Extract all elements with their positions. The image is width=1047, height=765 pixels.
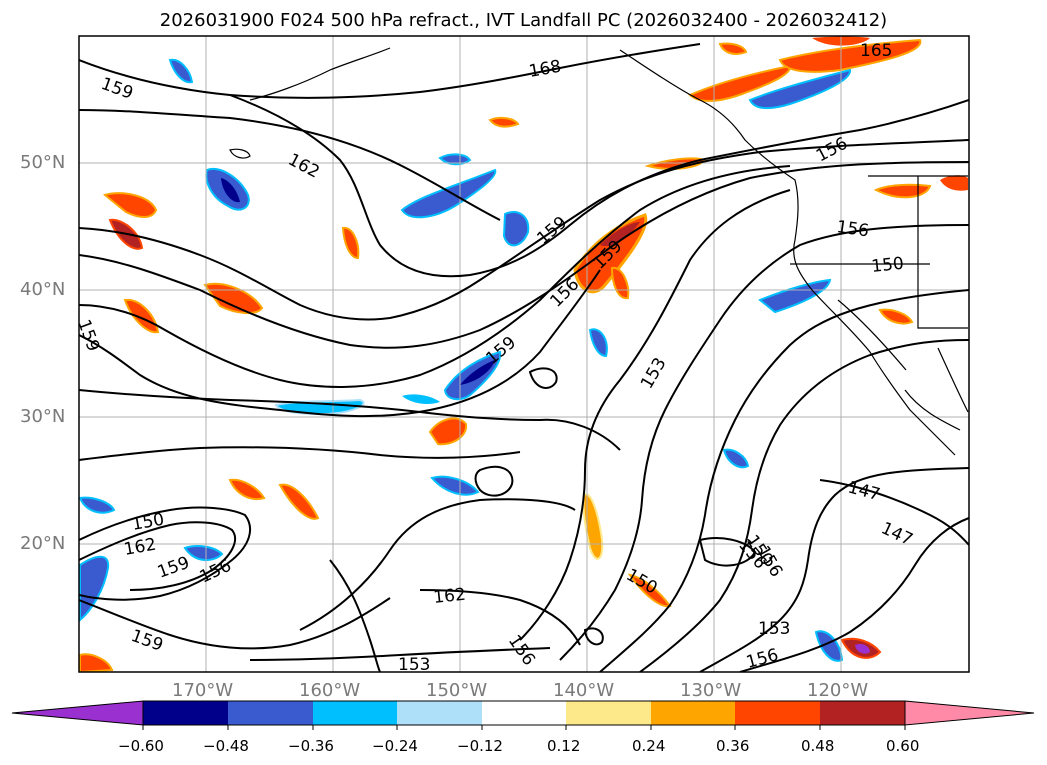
shading-blob: [488, 116, 520, 128]
colorbar-extend-right: [904, 700, 1035, 726]
colorbar-tick-label: 0.36: [716, 737, 750, 755]
shading-blob: [228, 478, 266, 500]
shading-blob: [610, 266, 630, 300]
colorbar-tick-label: −0.48: [203, 737, 249, 755]
contour-label: 150: [870, 254, 904, 277]
shading-blob: [102, 192, 158, 218]
colorbar-segment: [313, 701, 397, 725]
lon-label-130w: 130°W: [680, 680, 742, 701]
shading-blob: [79, 496, 116, 514]
lon-label-140w: 140°W: [553, 680, 615, 701]
colorbar-tick-label: 0.48: [801, 737, 835, 755]
contour-label: 156: [835, 217, 870, 241]
shading-blob: [400, 168, 497, 219]
colorbar-segment: [651, 701, 735, 725]
lat-label-50n: 50°N: [20, 152, 66, 173]
shading-blob: [428, 417, 468, 446]
shading-blob: [758, 278, 832, 314]
shading-blob: [688, 64, 791, 102]
shading-blob: [582, 493, 604, 560]
map-title: 2026031900 F024 500 hPa refract., IVT La…: [159, 10, 888, 31]
shading-blob: [221, 178, 240, 203]
shading-blob: [402, 394, 440, 404]
shading-blob: [722, 448, 750, 469]
colorbar-tick-label: −0.12: [457, 737, 503, 755]
shading-blob: [502, 211, 530, 247]
colorbar-segment: [143, 701, 228, 725]
shading-blob: [79, 653, 114, 672]
shading-blob: [778, 38, 922, 73]
shading-blob: [873, 183, 932, 199]
map-frame: [78, 35, 970, 673]
shading-blob: [878, 308, 914, 325]
colorbar: [11, 700, 1035, 730]
colorbar-segment: [228, 701, 313, 725]
shading-blob: [600, 222, 640, 247]
shading-blob: [718, 42, 748, 55]
colorbar-tick-label: −0.24: [372, 737, 418, 755]
colorbar-segment: [820, 701, 905, 725]
colorbar-tick-label: −0.60: [118, 737, 164, 755]
lat-label-20n: 20°N: [20, 533, 66, 554]
map-background: [79, 36, 969, 672]
contour-lines: [79, 43, 969, 672]
colorbar-segment: [566, 701, 651, 725]
colorbar-segment: [482, 701, 566, 725]
colorbar-extend-left: [11, 700, 144, 726]
shading-blob: [940, 175, 968, 191]
lat-label-30n: 30°N: [20, 406, 66, 427]
shading-blob: [203, 282, 264, 314]
contour-label: 165: [860, 41, 892, 61]
shading-blob: [183, 545, 224, 561]
contour-label: 153: [758, 619, 790, 639]
shading-blob: [168, 58, 194, 84]
colorbar-segment: [735, 701, 820, 725]
colorbar-segment: [397, 701, 482, 725]
lon-label-120w: 120°W: [807, 680, 869, 701]
colorbar-tick-label: 0.24: [632, 737, 666, 755]
contour-label: 162: [432, 585, 466, 608]
shading-blob: [855, 643, 870, 654]
lon-label-160w: 160°W: [299, 680, 361, 701]
shading-blob: [814, 630, 844, 662]
lon-label-170w: 170°W: [172, 680, 234, 701]
shading-blob: [278, 483, 320, 520]
colorbar-tick-label: −0.36: [288, 737, 334, 755]
colorbar-tick-label: 0.12: [547, 737, 581, 755]
colorbar-tick-label: 0.60: [886, 737, 920, 755]
shading-blob: [748, 68, 851, 110]
graticule: [79, 36, 969, 672]
shading-blob: [430, 475, 480, 496]
lon-label-150w: 150°W: [426, 680, 488, 701]
shading-blob: [341, 226, 360, 260]
lat-label-40n: 40°N: [20, 279, 66, 300]
contour-label: 153: [398, 655, 430, 675]
colorbar-frame: [142, 700, 906, 726]
shading-blob: [460, 360, 495, 385]
shading-blob: [588, 328, 608, 358]
